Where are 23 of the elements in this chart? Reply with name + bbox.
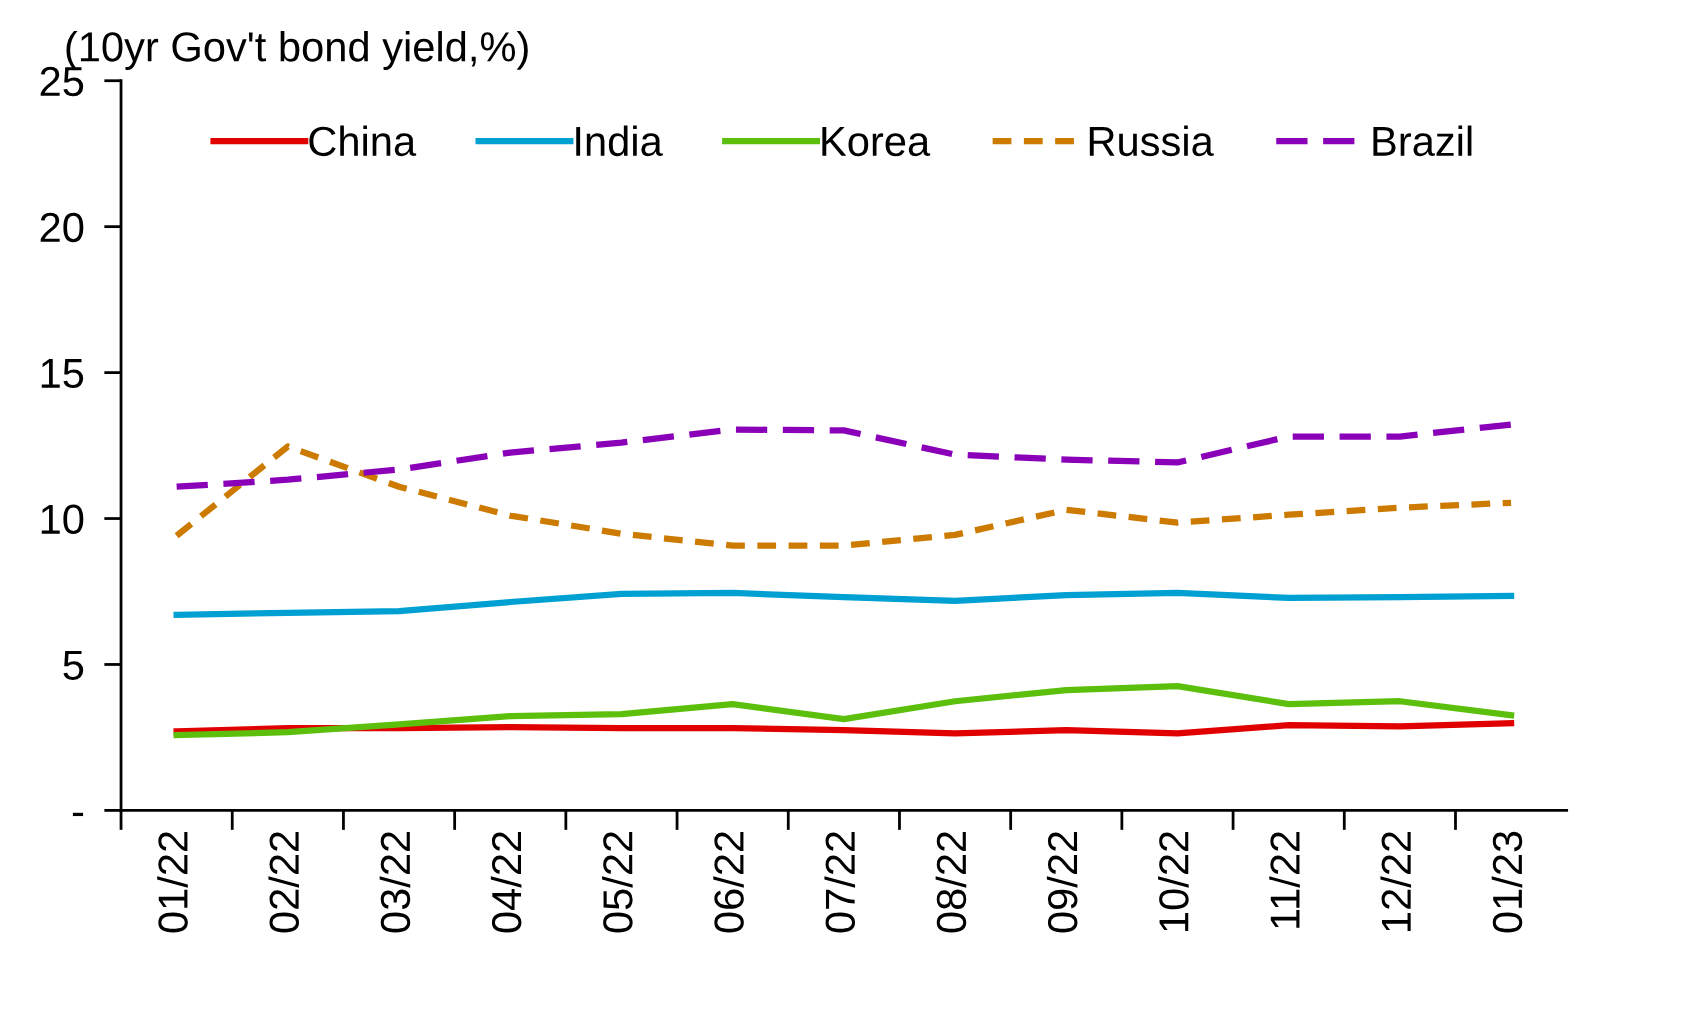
x-tick-label: 06/22	[713, 831, 744, 933]
legend-label: China	[309, 125, 417, 157]
x-tick-label: 10/22	[1158, 831, 1189, 931]
legend-label: Russia	[1089, 125, 1214, 157]
legend-label: India	[576, 125, 663, 157]
x-tick-label: 12/22	[1380, 831, 1412, 931]
y-tick-label: -	[72, 812, 84, 817]
legend-label: Brazil	[1373, 125, 1472, 157]
y-tick-label: 5	[63, 650, 84, 680]
x-tick-label: 03/22	[379, 831, 411, 933]
x-tick-label: 04/22	[490, 831, 522, 933]
y-tick-label: 20	[40, 212, 84, 243]
x-tick-label: 01/22	[157, 831, 188, 933]
y-tick-label: 10	[41, 504, 84, 535]
x-tick-label: 09/22	[1046, 831, 1078, 933]
x-tick-label: 02/22	[268, 831, 300, 933]
x-tick-label: 11/22	[1269, 831, 1300, 928]
x-tick-label: 05/22	[602, 831, 633, 933]
x-tick-label: 01/23	[1491, 831, 1523, 933]
x-tick-label: 07/22	[824, 831, 856, 933]
x-tick-label: 08/22	[935, 831, 967, 933]
legend-label: Korea	[822, 127, 931, 157]
y-tick-label: 15	[41, 359, 84, 389]
